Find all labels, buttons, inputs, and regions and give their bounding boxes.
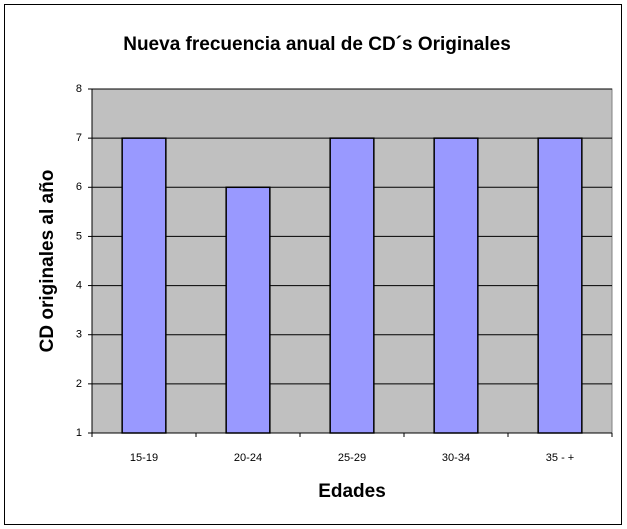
y-tick-label: 6 xyxy=(76,181,82,193)
x-axis-label: Edades xyxy=(318,481,386,502)
x-tick-label: 20-24 xyxy=(234,452,262,464)
bar xyxy=(121,137,167,434)
y-tick-label: 5 xyxy=(76,230,82,242)
x-tick-label: 30-34 xyxy=(442,452,470,464)
y-tick-label: 8 xyxy=(76,83,82,95)
bar xyxy=(433,137,479,434)
bar xyxy=(225,186,271,434)
y-tick-label: 4 xyxy=(76,279,82,291)
y-tick-label: 1 xyxy=(76,427,82,439)
chart-title: Nueva frecuencia anual de CD´s Originale… xyxy=(123,34,511,55)
y-tick-label: 3 xyxy=(76,329,82,341)
x-tick-label: 25-29 xyxy=(338,452,366,464)
x-tick-label: 35 - + xyxy=(546,452,574,464)
y-axis-label: CD originales al año xyxy=(37,170,58,353)
bar xyxy=(537,137,583,434)
y-tick-label: 7 xyxy=(76,132,82,144)
y-tick-label: 2 xyxy=(76,378,82,390)
bar xyxy=(329,137,375,434)
x-tick-label: 15-19 xyxy=(130,452,158,464)
